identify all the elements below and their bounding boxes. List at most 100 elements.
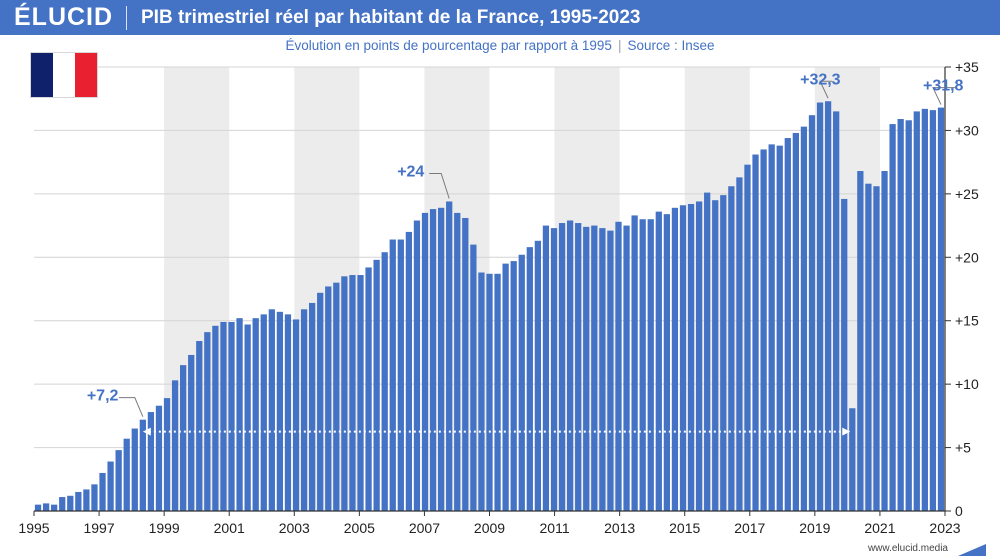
bar bbox=[736, 177, 743, 511]
bar bbox=[494, 273, 501, 511]
bar bbox=[155, 405, 163, 511]
bar bbox=[647, 219, 654, 511]
bar bbox=[905, 120, 912, 511]
x-tick-label: 1999 bbox=[149, 520, 180, 536]
flag-stripe-white bbox=[53, 53, 75, 97]
annotation-label: +31,8 bbox=[923, 78, 964, 95]
chart-title: PIB trimestriel réel par habitant de la … bbox=[141, 6, 641, 28]
bar bbox=[575, 223, 582, 511]
bar bbox=[83, 489, 90, 511]
bar bbox=[679, 205, 687, 511]
bar bbox=[671, 207, 679, 511]
bar bbox=[115, 450, 122, 511]
bar bbox=[470, 244, 477, 511]
bar bbox=[849, 408, 856, 511]
bar bbox=[792, 132, 799, 512]
bar bbox=[808, 115, 816, 511]
annotation-leader bbox=[932, 87, 955, 105]
bar bbox=[599, 228, 606, 511]
x-tick-label: 2011 bbox=[540, 520, 570, 536]
y-tick-label: +15 bbox=[955, 313, 979, 329]
bar bbox=[937, 107, 945, 511]
bar bbox=[454, 212, 461, 511]
bar bbox=[534, 240, 542, 511]
x-tick-label: 2021 bbox=[864, 520, 895, 536]
bar bbox=[583, 226, 590, 511]
bar bbox=[389, 239, 396, 512]
bar bbox=[107, 461, 114, 511]
bar bbox=[333, 282, 340, 511]
bar bbox=[59, 497, 66, 511]
comparison-arrow-head-left bbox=[142, 427, 151, 436]
bar bbox=[147, 412, 155, 511]
x-tick-label: 2003 bbox=[279, 520, 310, 536]
bar bbox=[800, 126, 808, 511]
annotation-label: +7,2 bbox=[87, 388, 119, 405]
annotation-leader bbox=[429, 172, 450, 199]
bar bbox=[784, 138, 791, 512]
bar bbox=[99, 472, 106, 511]
bar bbox=[760, 149, 767, 511]
subtitle-row: Évolution en points de pourcentage par r… bbox=[0, 38, 1000, 58]
bar bbox=[421, 212, 429, 511]
bar bbox=[744, 164, 751, 511]
bar bbox=[244, 324, 251, 511]
chart-source: Source : Insee bbox=[627, 38, 715, 53]
bar bbox=[816, 102, 824, 512]
bar bbox=[34, 504, 42, 511]
brand-logo: ÉLUCID bbox=[14, 3, 114, 31]
flag-stripe-blue bbox=[31, 53, 53, 97]
bar bbox=[67, 495, 74, 511]
x-tick-label: 2005 bbox=[344, 520, 375, 536]
x-tick-label: 2017 bbox=[734, 520, 765, 536]
bar bbox=[325, 286, 332, 511]
bar bbox=[284, 314, 292, 511]
bar bbox=[558, 223, 566, 511]
bar bbox=[381, 252, 388, 511]
bar bbox=[776, 145, 783, 511]
x-tick-label: 2009 bbox=[474, 520, 505, 536]
bar bbox=[75, 491, 82, 511]
bar bbox=[180, 365, 187, 511]
bar bbox=[591, 225, 598, 512]
bar bbox=[228, 321, 235, 511]
bar bbox=[510, 261, 517, 511]
bar bbox=[365, 267, 372, 511]
bar bbox=[889, 124, 896, 511]
bar bbox=[728, 186, 735, 511]
bar bbox=[42, 503, 50, 511]
bar bbox=[212, 325, 219, 511]
chart-subtitle: Évolution en points de pourcentage par r… bbox=[285, 38, 612, 53]
bar bbox=[196, 341, 203, 511]
bar bbox=[550, 228, 558, 511]
bar bbox=[131, 428, 138, 511]
bar bbox=[833, 111, 840, 512]
annotation-leader bbox=[118, 397, 144, 417]
flag-stripe-red bbox=[75, 53, 97, 97]
bar bbox=[921, 108, 928, 511]
bar bbox=[309, 302, 316, 511]
bar bbox=[413, 220, 421, 512]
bar bbox=[446, 201, 453, 511]
bar bbox=[929, 110, 937, 511]
bar bbox=[639, 219, 646, 511]
france-flag-icon bbox=[31, 53, 97, 97]
y-tick-label: +30 bbox=[955, 122, 979, 138]
bar bbox=[615, 221, 622, 511]
bar bbox=[91, 484, 98, 511]
bar bbox=[478, 272, 485, 511]
bar bbox=[349, 275, 356, 511]
bar bbox=[712, 200, 719, 511]
bar bbox=[292, 319, 300, 511]
bar bbox=[429, 209, 437, 511]
bar bbox=[607, 230, 614, 511]
bar bbox=[260, 314, 267, 511]
footer-url: www.elucid.media bbox=[867, 543, 948, 554]
y-tick-label: +25 bbox=[955, 186, 979, 202]
x-tick-label: 1995 bbox=[18, 520, 49, 536]
x-tick-label: 2007 bbox=[409, 520, 440, 536]
x-tick-label: 1997 bbox=[83, 520, 114, 536]
x-tick-label: 2023 bbox=[929, 520, 960, 536]
y-tick-label: +20 bbox=[955, 249, 979, 265]
